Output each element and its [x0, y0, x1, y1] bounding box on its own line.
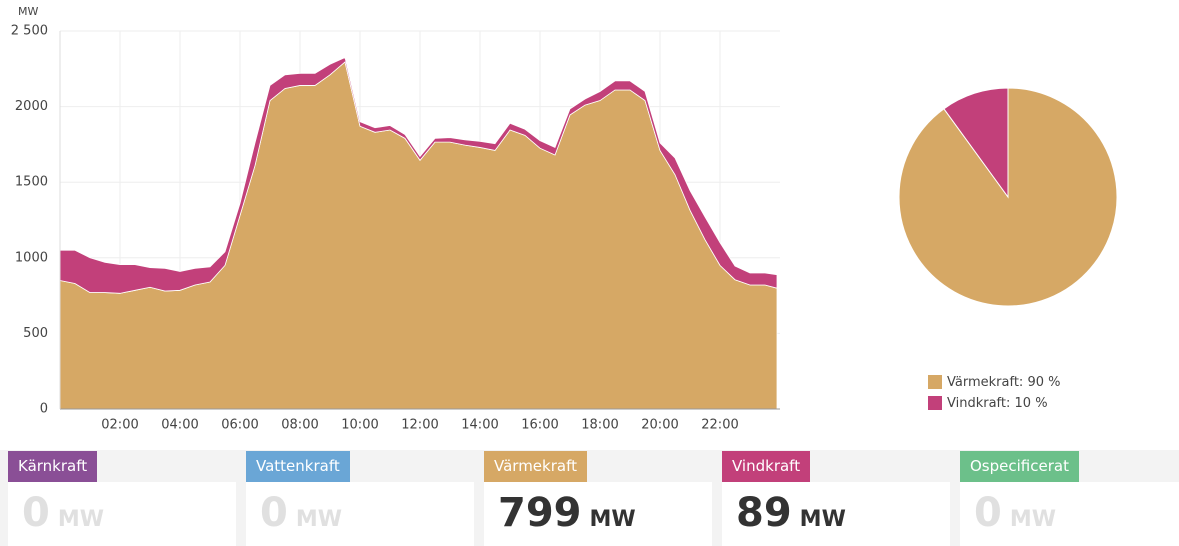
card-tag: Ospecificerat	[960, 451, 1079, 482]
y-tick-label: 0	[40, 402, 48, 417]
value-number: 0	[22, 490, 50, 536]
x-tick-label: 06:00	[221, 418, 258, 433]
card-value: 0 MW	[260, 490, 342, 536]
card: Kärnkraft 0 MW	[8, 451, 236, 546]
value-unit: MW	[57, 507, 105, 532]
card-tag: Kärnkraft	[8, 451, 98, 482]
legend-name: Vindkraft	[947, 396, 1006, 411]
legend-swatch	[928, 375, 942, 389]
y-tick-label: 2000	[15, 99, 48, 114]
y-tick-label: 500	[23, 326, 48, 341]
card-body: 0 MW	[246, 482, 474, 546]
legend-sep: :	[1019, 375, 1028, 390]
value-number: 0	[974, 490, 1002, 536]
pie-slice	[943, 87, 1009, 199]
chart: MW 0 500 1000 1500 2000 2 500 02:00 04:00 06:00 0…	[0, 0, 1179, 450]
card: Vindkraft 89 MW	[722, 451, 950, 546]
card: Ospecificerat 0 MW	[960, 451, 1179, 546]
value-unit: MW	[1009, 507, 1057, 532]
card-value: 0 MW	[974, 490, 1056, 536]
x-tick-label: 14:00	[461, 418, 498, 433]
pie-slice	[898, 87, 1118, 307]
y-tick-label: 2 500	[11, 24, 48, 39]
card-tag: Värmekraft	[484, 451, 587, 482]
x-tick-label: 08:00	[281, 418, 318, 433]
x-tick-label: 04:00	[161, 418, 198, 433]
x-tick-label: 20:00	[641, 418, 678, 433]
value-unit: MW	[295, 507, 343, 532]
y-tick-label: 1500	[15, 175, 48, 190]
legend-label: Vindkraft: 10 %	[947, 396, 1048, 411]
card-value: 799 MW	[498, 490, 636, 536]
y-unit: MW	[18, 5, 38, 18]
value-number: 0	[260, 490, 288, 536]
legend-sep: :	[1006, 396, 1015, 411]
x-tick-label: 18:00	[581, 418, 618, 433]
card-body: 89 MW	[722, 482, 950, 546]
x-tick-label: 16:00	[521, 418, 558, 433]
legend-value: 10 %	[1015, 396, 1048, 411]
x-tick-label: 02:00	[101, 418, 138, 433]
x-tick-label: 12:00	[401, 418, 438, 433]
card-value: 89 MW	[736, 490, 846, 536]
card-body: 0 MW	[960, 482, 1179, 546]
card: Vattenkraft 0 MW	[246, 451, 474, 546]
x-tick-label: 10:00	[341, 418, 378, 433]
legend-swatch	[928, 396, 942, 410]
legend-name: Värmekraft	[947, 375, 1019, 390]
value-unit: MW	[589, 507, 636, 532]
card-body: 799 MW	[484, 482, 712, 546]
legend-value: 90 %	[1027, 375, 1060, 390]
x-tick-label: 22:00	[701, 418, 738, 433]
area	[59, 56, 778, 294]
card-tag: Vindkraft	[722, 451, 811, 482]
value-number: 799	[498, 490, 582, 536]
legend-label: Värmekraft: 90 %	[947, 375, 1060, 390]
value-number: 89	[736, 490, 792, 536]
card-value: 0 MW	[22, 490, 104, 536]
value-unit: MW	[799, 507, 846, 532]
card-tag: Vattenkraft	[246, 451, 350, 482]
y-tick-label: 1000	[15, 250, 48, 265]
card: Värmekraft 799 MW	[484, 451, 712, 546]
card-body: 0 MW	[8, 482, 236, 546]
